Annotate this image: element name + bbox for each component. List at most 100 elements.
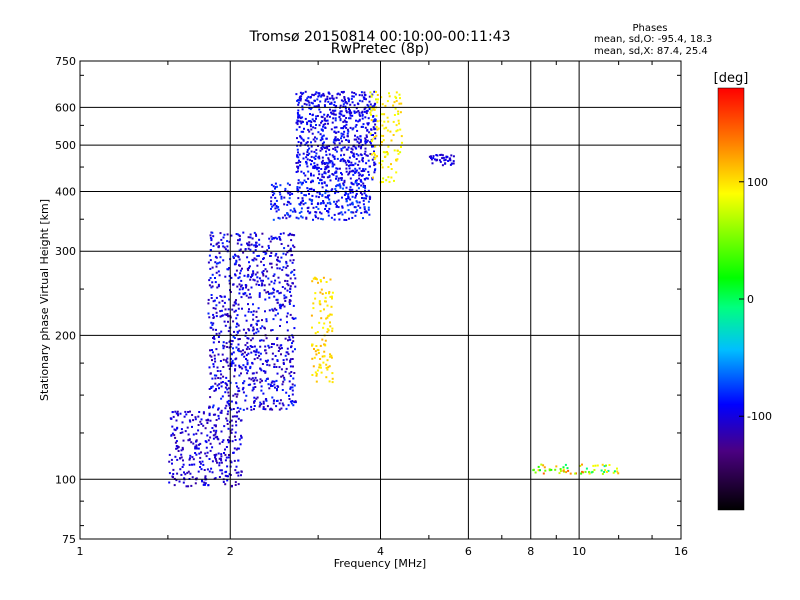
data-point (221, 299, 224, 302)
data-point (336, 138, 339, 141)
data-point (354, 171, 356, 174)
data-point (282, 361, 285, 364)
data-point (273, 366, 276, 368)
data-point (300, 95, 303, 98)
data-point (225, 446, 228, 448)
data-point (321, 156, 324, 159)
data-point (351, 128, 354, 131)
data-point (333, 200, 336, 203)
data-point (319, 364, 322, 367)
data-point (222, 245, 225, 248)
data-point (235, 420, 237, 423)
data-point (274, 254, 277, 257)
data-point (317, 131, 320, 134)
data-point (227, 314, 229, 317)
data-point (313, 99, 316, 102)
data-point (266, 249, 269, 252)
data-point (211, 349, 213, 351)
data-point (333, 139, 336, 142)
data-point (305, 162, 308, 165)
data-point (355, 182, 358, 185)
data-point (298, 159, 300, 162)
data-point (288, 338, 291, 341)
data-point (311, 114, 314, 117)
data-point (283, 203, 286, 206)
data-point (240, 284, 243, 287)
data-point (338, 115, 341, 118)
data-point (263, 289, 266, 292)
data-point (331, 109, 334, 112)
data-point (289, 365, 292, 368)
data-point (238, 329, 241, 332)
data-point (227, 410, 230, 413)
data-point (251, 372, 254, 375)
data-point (292, 318, 295, 320)
data-point (222, 366, 225, 368)
data-point (326, 115, 329, 118)
data-point (214, 455, 217, 458)
data-point (182, 439, 185, 442)
data-point (289, 247, 292, 250)
data-point (326, 368, 329, 371)
data-point (278, 217, 281, 220)
data-point (294, 317, 297, 320)
data-point (358, 113, 361, 116)
data-point (318, 300, 321, 303)
data-point (363, 178, 366, 180)
data-point (291, 386, 294, 389)
data-point (220, 469, 223, 472)
data-point (368, 131, 371, 134)
data-point (562, 466, 565, 469)
data-point (237, 474, 240, 477)
data-point (356, 136, 359, 139)
data-point (370, 140, 373, 142)
data-point (194, 482, 197, 485)
data-point (219, 370, 222, 373)
data-point (256, 280, 259, 283)
data-point (396, 158, 399, 161)
data-point (176, 413, 179, 416)
data-point (443, 159, 446, 162)
data-point (250, 405, 253, 408)
data-point (331, 372, 334, 375)
data-point (279, 306, 282, 309)
data-point (239, 248, 242, 251)
data-point (314, 297, 317, 300)
data-point (298, 186, 301, 189)
data-point (325, 137, 328, 140)
data-point (346, 132, 349, 135)
data-point (231, 359, 234, 362)
data-point (275, 205, 278, 207)
data-point (288, 201, 291, 204)
data-point (333, 157, 336, 160)
data-point (314, 214, 317, 217)
data-point (208, 366, 211, 369)
data-point (212, 434, 215, 437)
data-point (260, 284, 263, 287)
data-point (268, 346, 271, 349)
data-point (240, 436, 243, 439)
data-point (364, 168, 367, 171)
data-point (276, 344, 279, 347)
data-point (370, 153, 373, 156)
data-point (227, 399, 230, 402)
data-point (364, 116, 367, 119)
data-point (176, 447, 179, 450)
data-point (283, 294, 286, 297)
data-point (257, 254, 260, 257)
data-point (258, 292, 261, 295)
data-point (289, 191, 292, 194)
data-point (327, 210, 330, 213)
data-point (604, 469, 607, 472)
data-point (436, 158, 438, 161)
data-point (266, 363, 269, 366)
data-point (173, 428, 176, 431)
data-point (343, 159, 346, 162)
data-point (244, 399, 247, 402)
data-point (302, 203, 305, 206)
data-point (323, 343, 326, 346)
data-point (219, 295, 222, 297)
data-point (288, 398, 291, 400)
data-point (270, 262, 273, 265)
